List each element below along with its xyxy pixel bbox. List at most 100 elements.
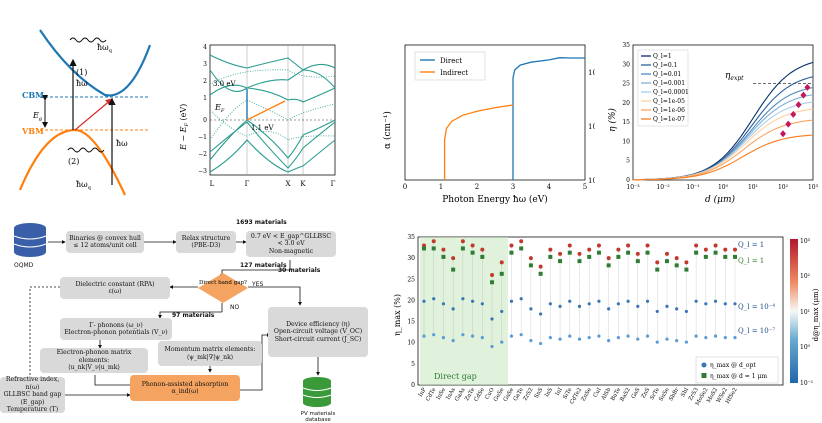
point-dopt xyxy=(577,251,582,256)
x-tick-label: 10² xyxy=(778,184,789,191)
point-dopt xyxy=(431,239,436,244)
dielectric-box: Dielectric constant (RPA) ε(ω) xyxy=(60,277,170,299)
point-d1 xyxy=(655,267,660,272)
point-q4 xyxy=(441,302,446,306)
point-d1 xyxy=(577,259,582,264)
point-q7 xyxy=(597,334,601,338)
point-dopt xyxy=(606,256,611,261)
point-d1 xyxy=(626,250,631,255)
point-d1 xyxy=(684,267,689,272)
point-q4 xyxy=(432,297,436,301)
point-q4 xyxy=(607,307,611,311)
point-q7 xyxy=(675,339,679,343)
y-tick-label: 20 xyxy=(622,100,630,107)
svg-text:10³: 10³ xyxy=(800,238,811,245)
point-dopt xyxy=(490,273,495,278)
point-dopt xyxy=(713,243,718,248)
point-q4 xyxy=(723,302,727,306)
efficiency-chart: 10⁻³ 10⁻² 10⁻¹ 10⁰ 10¹ 10² 10³ 0 5 10 15 20 25 30 35 Q… xyxy=(605,40,820,210)
ef-label: EF xyxy=(214,103,225,114)
y-tick-label: 10³ xyxy=(588,69,595,77)
legend-indirect: Indirect xyxy=(440,69,468,77)
point-dopt xyxy=(674,256,679,261)
workflow-diagram: OQMD Binaries @ convex hull ≤ 12 atoms/u… xyxy=(0,215,380,423)
svg-text:Γ: Γ xyxy=(245,180,250,188)
eg-label: Eg xyxy=(32,111,42,122)
point-q7 xyxy=(626,334,630,338)
point-q7 xyxy=(665,337,669,341)
x-tick-label: CdTe xyxy=(425,387,437,402)
materials-legend xyxy=(695,356,779,384)
band-structure-svg: 3.0 eV EF 1.1 eV 4 3 2 1 0 −1 −2 −3 L Γ … xyxy=(179,44,336,188)
point-d1 xyxy=(596,250,601,255)
x-tick-label: CdSe xyxy=(473,387,486,403)
point-q7 xyxy=(636,337,640,341)
svg-text:3: 3 xyxy=(203,61,207,68)
point-q7 xyxy=(529,339,533,343)
point-q4 xyxy=(713,299,718,303)
point-q7 xyxy=(587,336,591,340)
x-tick-label: 10¹ xyxy=(748,184,758,191)
svg-text:10²: 10² xyxy=(800,273,811,280)
relax-box: Relax structure (PBE-D3) xyxy=(176,231,236,253)
indirect-gap-label: 1.1 eV xyxy=(251,124,275,132)
point-dopt xyxy=(499,260,504,265)
diamond-marker xyxy=(780,130,786,138)
diamond-marker xyxy=(790,110,797,118)
point-dopt xyxy=(694,243,699,248)
svg-text:Q_l = 1: Q_l = 1 xyxy=(738,257,764,265)
q-annotations: Q_l = 1 Q_l = 1 Q_l = 10⁻⁴ Q_l = 10⁻⁷ xyxy=(738,241,775,335)
point-d1 xyxy=(519,246,524,251)
gap-filter-box: 0.7 eV < E_gap^GLLBSC < 3.0 eV Non-magne… xyxy=(246,231,336,257)
point-dopt xyxy=(703,247,708,252)
point-q4 xyxy=(655,309,659,314)
point-q7 xyxy=(568,334,572,338)
yes-label: YES xyxy=(252,281,264,288)
materials-chart: Direct gap 0 5 10 15 20 25 30 35 InP CdTe InSe InA… xyxy=(390,225,822,415)
expt-label: ηexpt xyxy=(725,71,744,82)
dotted-bands xyxy=(209,69,336,141)
indirect-gap-arrow xyxy=(246,100,286,121)
point-q7 xyxy=(480,336,484,340)
point-q4 xyxy=(480,302,484,306)
point-q4 xyxy=(597,299,601,303)
no-label: NO xyxy=(230,304,240,311)
svg-text:−2: −2 xyxy=(198,151,207,158)
y-tick-label: 0 xyxy=(411,382,415,389)
point-q4 xyxy=(558,304,562,308)
point-d1 xyxy=(558,259,563,264)
y-tick-label: 35 xyxy=(622,42,630,49)
point-dopt xyxy=(538,264,543,269)
refractive-box: Refractive index, n(ω) GLLBSC band gap (… xyxy=(0,376,65,413)
svg-text:K: K xyxy=(300,180,306,188)
point-q4 xyxy=(519,297,523,301)
point-dopt xyxy=(567,243,572,248)
point-q7 xyxy=(733,336,737,340)
momentum-box: Momentum matrix elements: ⟨ψ_mk|∇|ψ_nk⟩ xyxy=(158,341,262,366)
point-d1 xyxy=(723,254,728,259)
y-tick-label: 15 xyxy=(407,319,415,326)
point-q7 xyxy=(441,336,446,340)
x-tick-label: SnS xyxy=(534,387,545,400)
legend-dopt: η_max @ d_opt xyxy=(710,362,756,369)
legend-entry: Q_l=0.001 xyxy=(653,80,685,87)
band-ylabel: E − EF (eV) xyxy=(179,104,190,151)
y-tick-label: 5 xyxy=(626,158,630,165)
x-tick-label: SrTe xyxy=(649,387,661,401)
efficiency-ylabel: η (%) xyxy=(607,108,618,132)
point-q7 xyxy=(422,334,426,338)
point-d1 xyxy=(431,246,436,251)
point-q7 xyxy=(470,334,475,338)
point-q7 xyxy=(577,337,582,341)
diamond-marker xyxy=(804,83,811,91)
phonons-box: Γ- phonons (ω_ν) Electron-phonon potenti… xyxy=(60,318,172,340)
point-d1 xyxy=(490,280,495,285)
point-q4 xyxy=(500,309,504,314)
x-tick-label: 10⁻¹ xyxy=(686,184,699,191)
point-d1 xyxy=(694,250,699,255)
legend-entry: Q_l=1e-05 xyxy=(653,98,685,105)
point-q7 xyxy=(432,333,436,337)
x-tick-label: InSe xyxy=(436,387,448,401)
vbm-label: VBM xyxy=(21,126,44,136)
pv-database-icon xyxy=(302,377,332,407)
